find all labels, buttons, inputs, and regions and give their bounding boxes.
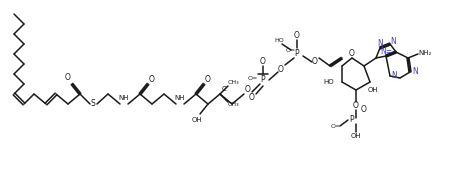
Text: O: O (349, 49, 355, 58)
Text: O: O (294, 31, 300, 41)
Text: O: O (361, 106, 367, 115)
Text: O: O (205, 75, 211, 83)
Text: NH: NH (175, 95, 185, 101)
Text: N: N (412, 68, 418, 76)
Text: O: O (245, 86, 251, 95)
Text: O=: O= (286, 48, 296, 52)
Text: S: S (91, 100, 95, 109)
Text: O: O (249, 94, 255, 102)
Text: O: O (260, 57, 266, 67)
Text: NH: NH (119, 95, 129, 101)
Text: HO: HO (274, 38, 284, 43)
Text: OH: OH (191, 117, 202, 123)
Text: OH: OH (368, 87, 379, 93)
Text: P: P (295, 49, 299, 58)
Text: CH₃: CH₃ (227, 102, 239, 108)
Text: C: C (222, 86, 226, 92)
Text: CH₃: CH₃ (227, 81, 239, 86)
Text: N: N (391, 71, 397, 81)
Text: P: P (261, 76, 265, 84)
Text: P: P (350, 115, 354, 124)
Text: O: O (278, 64, 284, 74)
Text: NH₂: NH₂ (418, 50, 432, 56)
Text: O=: O= (248, 76, 258, 81)
Text: O: O (149, 75, 155, 83)
Text: N=: N= (380, 48, 392, 56)
Text: O: O (65, 74, 71, 82)
Text: O: O (312, 57, 318, 67)
Text: OH: OH (351, 133, 361, 139)
Text: N: N (390, 36, 396, 45)
Text: N: N (377, 40, 383, 49)
Text: O=: O= (331, 124, 341, 129)
Text: O: O (353, 102, 359, 110)
Text: HO: HO (323, 79, 334, 85)
